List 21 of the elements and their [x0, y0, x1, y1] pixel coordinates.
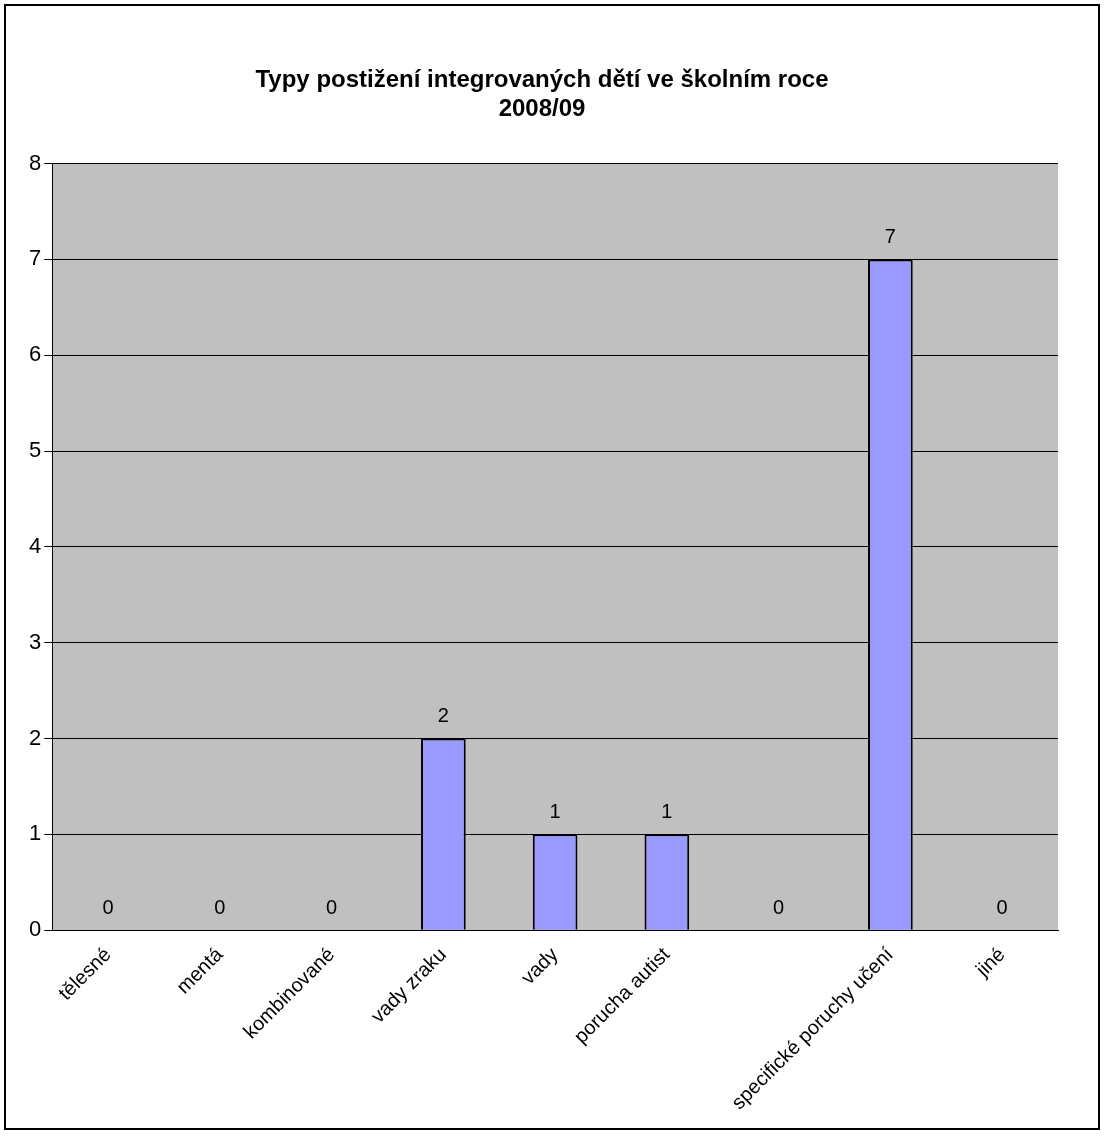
y-tick-label: 1: [28, 820, 42, 846]
y-tick-label: 3: [28, 628, 42, 654]
y-tick-label: 5: [28, 437, 42, 463]
y-tick-label: 0: [28, 916, 42, 942]
data-label: 0: [214, 895, 226, 918]
text: 2008/09: [498, 93, 586, 121]
data-label: 1: [661, 799, 673, 822]
data-label: 0: [102, 895, 114, 918]
y-tick-label: 4: [28, 532, 42, 558]
y-tick-label: 8: [28, 149, 42, 175]
x-tick-label: jiné: [970, 942, 1009, 982]
y-tick-label: 7: [28, 245, 42, 271]
data-label: 1: [549, 799, 561, 822]
data-label: 0: [996, 895, 1008, 918]
text: Typy postižení integrovaných dětí ve školním roce: [255, 65, 829, 93]
data-label: 2: [437, 704, 449, 727]
y-tick-label: 2: [28, 724, 42, 750]
data-label: 7: [884, 224, 896, 247]
data-label: 0: [773, 895, 785, 918]
y-tick-label: 6: [28, 341, 42, 367]
data-label: 0: [326, 895, 338, 918]
